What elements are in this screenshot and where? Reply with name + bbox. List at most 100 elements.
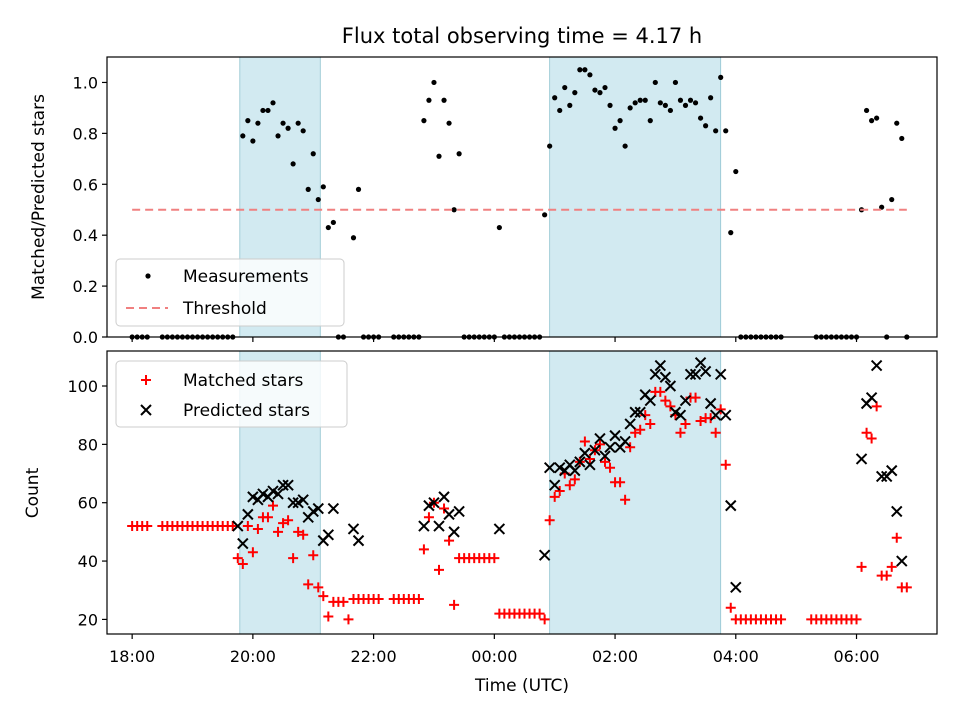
predicted-star-point [232,520,244,532]
measurement-point [682,102,689,108]
measurement-point [622,143,628,149]
matched-star-point [418,544,429,555]
predicted-star-point [694,356,707,369]
matched-star-point [338,596,349,607]
x-tick-label: 20:00 [230,647,276,666]
predicted-star-point [654,359,667,372]
predicted-star-point [714,368,727,381]
predicted-star-point [352,534,365,547]
measurement-point [310,151,316,157]
matched-star-point [600,456,610,467]
predicted-star-point [599,450,611,462]
matched-star-point [298,529,309,540]
measurement-point [718,74,724,80]
matched-star-point [715,404,726,415]
measurement-point [728,230,734,236]
predicted-star-point [659,371,672,383]
predicted-star-point [720,409,732,421]
measurement-point [672,79,679,86]
matched-star-point [579,436,590,447]
matched-star-point [247,547,258,558]
measurement-point [733,168,739,175]
matched-star-point [413,593,424,604]
legend-threshold-label: Threshold [182,299,267,319]
matched-star-point [625,442,636,453]
matched-star-point [886,561,897,572]
measurement-point [607,102,613,108]
measurement-point [280,120,286,126]
matched-star-point [318,591,329,602]
x-tick-label: 06:00 [833,647,879,666]
measurement-point [431,79,437,86]
measurement-point [290,161,296,167]
x-tick-label: 22:00 [351,647,397,666]
matched-star-point [871,401,882,412]
matched-star-point [313,582,324,593]
x-tick-label: 04:00 [713,647,759,666]
matched-star-point [635,424,646,435]
bottom-y-tick-label: 20 [78,610,98,629]
predicted-star-point [322,529,335,541]
matched-star-point [544,515,555,526]
measurement-point [305,186,311,192]
chart-title: Flux total observing time = 4.17 h [342,24,702,48]
top-y-tick-label: 0.4 [73,226,98,245]
matched-star-point [901,582,912,593]
predicted-star-point [699,365,712,378]
top-legend: Measurements Threshold [115,258,345,327]
matched-star-point [434,564,444,575]
measurement-point [874,115,880,121]
measurement-point [642,97,648,103]
matched-star-point [534,608,545,619]
matched-star-point [549,491,560,502]
measurement-point [863,107,870,114]
matched-star-point [142,521,153,532]
predicted-star-point [538,549,551,561]
top-axes-frame [106,56,938,338]
matched-star-point [710,427,721,438]
x-axis-label: Time (UTC) [474,676,569,696]
matched-star-point [308,550,319,561]
bottom-y-tick-label: 40 [78,552,98,571]
matched-star-point [856,561,867,572]
measurement-point [295,120,301,126]
measurement-point [446,120,452,126]
measurement-point [572,90,578,96]
measurement-point [894,120,900,126]
measurement-point [451,207,457,213]
predicted-star-point [448,526,460,538]
predicted-star-point [453,505,465,518]
bottom-y-tick-label: 80 [78,435,98,454]
predicted-star-point [282,479,294,491]
predicted-star-point [443,508,455,521]
predicted-star-point [237,537,249,550]
matched-star-point [554,486,565,497]
predicted-star-point [584,459,596,471]
legend-predicted-label: Predicted stars [183,401,310,421]
measurement-point [612,125,618,131]
measurement-point [436,153,442,159]
measurement-point [879,204,885,210]
bottom-legend: Matched stars Predicted stars [115,360,348,428]
measurement-point [652,79,658,86]
predicted-star-point [870,359,883,372]
predicted-star-point [704,397,717,410]
measurement-point [713,128,719,134]
predicted-star-point [297,494,309,506]
matched-star-point [373,593,384,604]
predicted-star-point [896,555,908,567]
measurement-point [315,196,321,203]
predicted-star-point [689,368,702,381]
matched-star-point [665,401,676,412]
measurement-point [657,100,663,106]
measurement-point [330,219,336,226]
matched-star-point [343,614,354,625]
measurement-point [587,72,593,78]
predicted-star-point [312,502,324,515]
predicted-star-point [418,520,430,532]
legend-measurement-marker [145,273,151,279]
measurement-point [260,107,266,114]
matched-star-point [489,553,500,564]
matched-star-point [237,558,248,569]
measurement-point [355,186,362,192]
